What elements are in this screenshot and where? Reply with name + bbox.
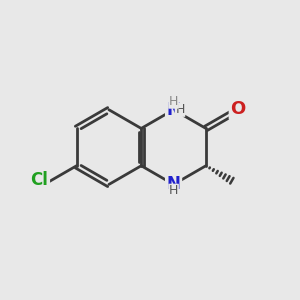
Text: N: N bbox=[167, 101, 181, 119]
Text: H: H bbox=[169, 184, 178, 197]
Text: O: O bbox=[230, 100, 246, 118]
Text: H: H bbox=[175, 103, 185, 116]
Text: Cl: Cl bbox=[31, 171, 48, 189]
Text: H: H bbox=[169, 95, 178, 108]
Text: N: N bbox=[167, 176, 181, 194]
